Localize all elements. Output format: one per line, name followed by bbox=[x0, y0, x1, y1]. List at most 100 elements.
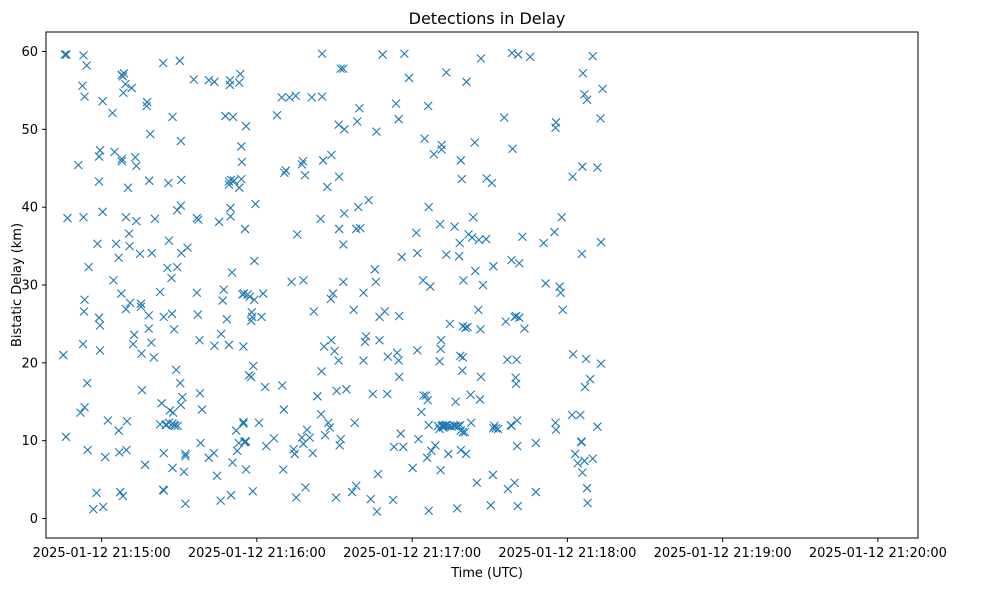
data-point bbox=[226, 175, 236, 185]
data-point bbox=[436, 465, 445, 475]
data-point bbox=[327, 150, 336, 160]
data-point bbox=[63, 213, 72, 223]
data-point bbox=[300, 170, 310, 180]
data-point bbox=[92, 488, 101, 498]
data-point bbox=[593, 163, 602, 172]
data-point bbox=[512, 416, 522, 425]
y-tick-label: 20 bbox=[21, 356, 38, 371]
data-point bbox=[158, 58, 168, 68]
data-point bbox=[232, 446, 242, 456]
data-point bbox=[501, 317, 511, 326]
data-point bbox=[451, 397, 460, 407]
data-point bbox=[80, 92, 89, 102]
data-point bbox=[436, 335, 446, 345]
data-point bbox=[491, 423, 501, 433]
data-point bbox=[580, 382, 590, 392]
data-point bbox=[334, 172, 344, 182]
data-point bbox=[227, 268, 237, 277]
data-point bbox=[359, 356, 368, 365]
data-point bbox=[353, 202, 363, 212]
data-point bbox=[429, 149, 439, 159]
data-point bbox=[435, 219, 445, 229]
data-point bbox=[144, 176, 154, 186]
data-point bbox=[269, 433, 279, 443]
data-point bbox=[246, 372, 256, 382]
data-point bbox=[176, 136, 186, 146]
x-tick-label: 2025-01-12 21:17:00 bbox=[343, 546, 481, 561]
data-point bbox=[351, 481, 361, 491]
data-point bbox=[150, 214, 160, 224]
data-point bbox=[330, 346, 339, 356]
data-point bbox=[125, 241, 134, 251]
data-point bbox=[342, 384, 351, 394]
data-point bbox=[316, 214, 325, 224]
data-point bbox=[383, 352, 393, 362]
data-point bbox=[149, 353, 159, 362]
data-point bbox=[568, 172, 577, 182]
data-point bbox=[61, 432, 71, 442]
data-point bbox=[580, 89, 589, 99]
data-point bbox=[181, 499, 190, 509]
data-point bbox=[175, 56, 185, 66]
data-point bbox=[219, 285, 229, 295]
data-point bbox=[122, 445, 131, 455]
data-point bbox=[520, 324, 529, 333]
data-point bbox=[488, 470, 498, 480]
data-point bbox=[578, 162, 587, 172]
data-point bbox=[442, 420, 452, 430]
data-point bbox=[118, 491, 128, 501]
data-point bbox=[281, 166, 291, 175]
data-point bbox=[78, 81, 87, 91]
data-point bbox=[159, 312, 169, 322]
data-point bbox=[93, 239, 102, 249]
data-point bbox=[557, 212, 567, 222]
data-point bbox=[334, 224, 344, 234]
data-point bbox=[512, 355, 522, 365]
data-point bbox=[302, 425, 312, 435]
data-point bbox=[349, 305, 359, 315]
data-point bbox=[354, 103, 364, 113]
data-point bbox=[389, 442, 399, 452]
data-point bbox=[388, 495, 398, 505]
data-point bbox=[596, 114, 605, 123]
data-point bbox=[172, 205, 182, 215]
data-point bbox=[325, 423, 335, 432]
data-point bbox=[437, 140, 447, 150]
x-tick-label: 2025-01-12 21:18:00 bbox=[498, 546, 636, 561]
data-point bbox=[347, 487, 357, 497]
y-tick-label: 40 bbox=[21, 201, 38, 216]
data-point bbox=[568, 349, 578, 359]
data-point bbox=[550, 227, 559, 237]
data-point bbox=[79, 212, 88, 222]
data-point bbox=[493, 424, 503, 434]
data-point bbox=[239, 289, 249, 298]
data-point bbox=[514, 313, 524, 323]
data-point bbox=[332, 386, 341, 396]
data-point bbox=[145, 129, 155, 139]
data-point bbox=[168, 408, 178, 418]
data-point bbox=[98, 96, 108, 106]
data-point bbox=[502, 355, 512, 365]
data-point bbox=[210, 341, 219, 351]
data-point bbox=[360, 337, 370, 347]
data-point bbox=[319, 342, 329, 351]
data-point bbox=[452, 504, 462, 513]
data-point bbox=[226, 203, 235, 213]
data-point bbox=[167, 273, 176, 283]
data-point bbox=[127, 83, 137, 93]
data-point bbox=[541, 279, 551, 288]
data-point bbox=[338, 277, 348, 287]
data-point bbox=[98, 207, 108, 217]
data-point bbox=[241, 437, 251, 446]
data-point bbox=[136, 302, 146, 312]
data-point bbox=[551, 418, 560, 428]
data-point bbox=[88, 504, 98, 514]
data-point bbox=[404, 73, 414, 83]
data-point bbox=[116, 289, 126, 298]
data-point bbox=[130, 152, 140, 162]
data-point bbox=[508, 144, 517, 154]
data-point bbox=[279, 405, 289, 414]
data-point bbox=[128, 339, 138, 349]
y-axis-label: Bistatic Delay (km) bbox=[10, 223, 25, 347]
